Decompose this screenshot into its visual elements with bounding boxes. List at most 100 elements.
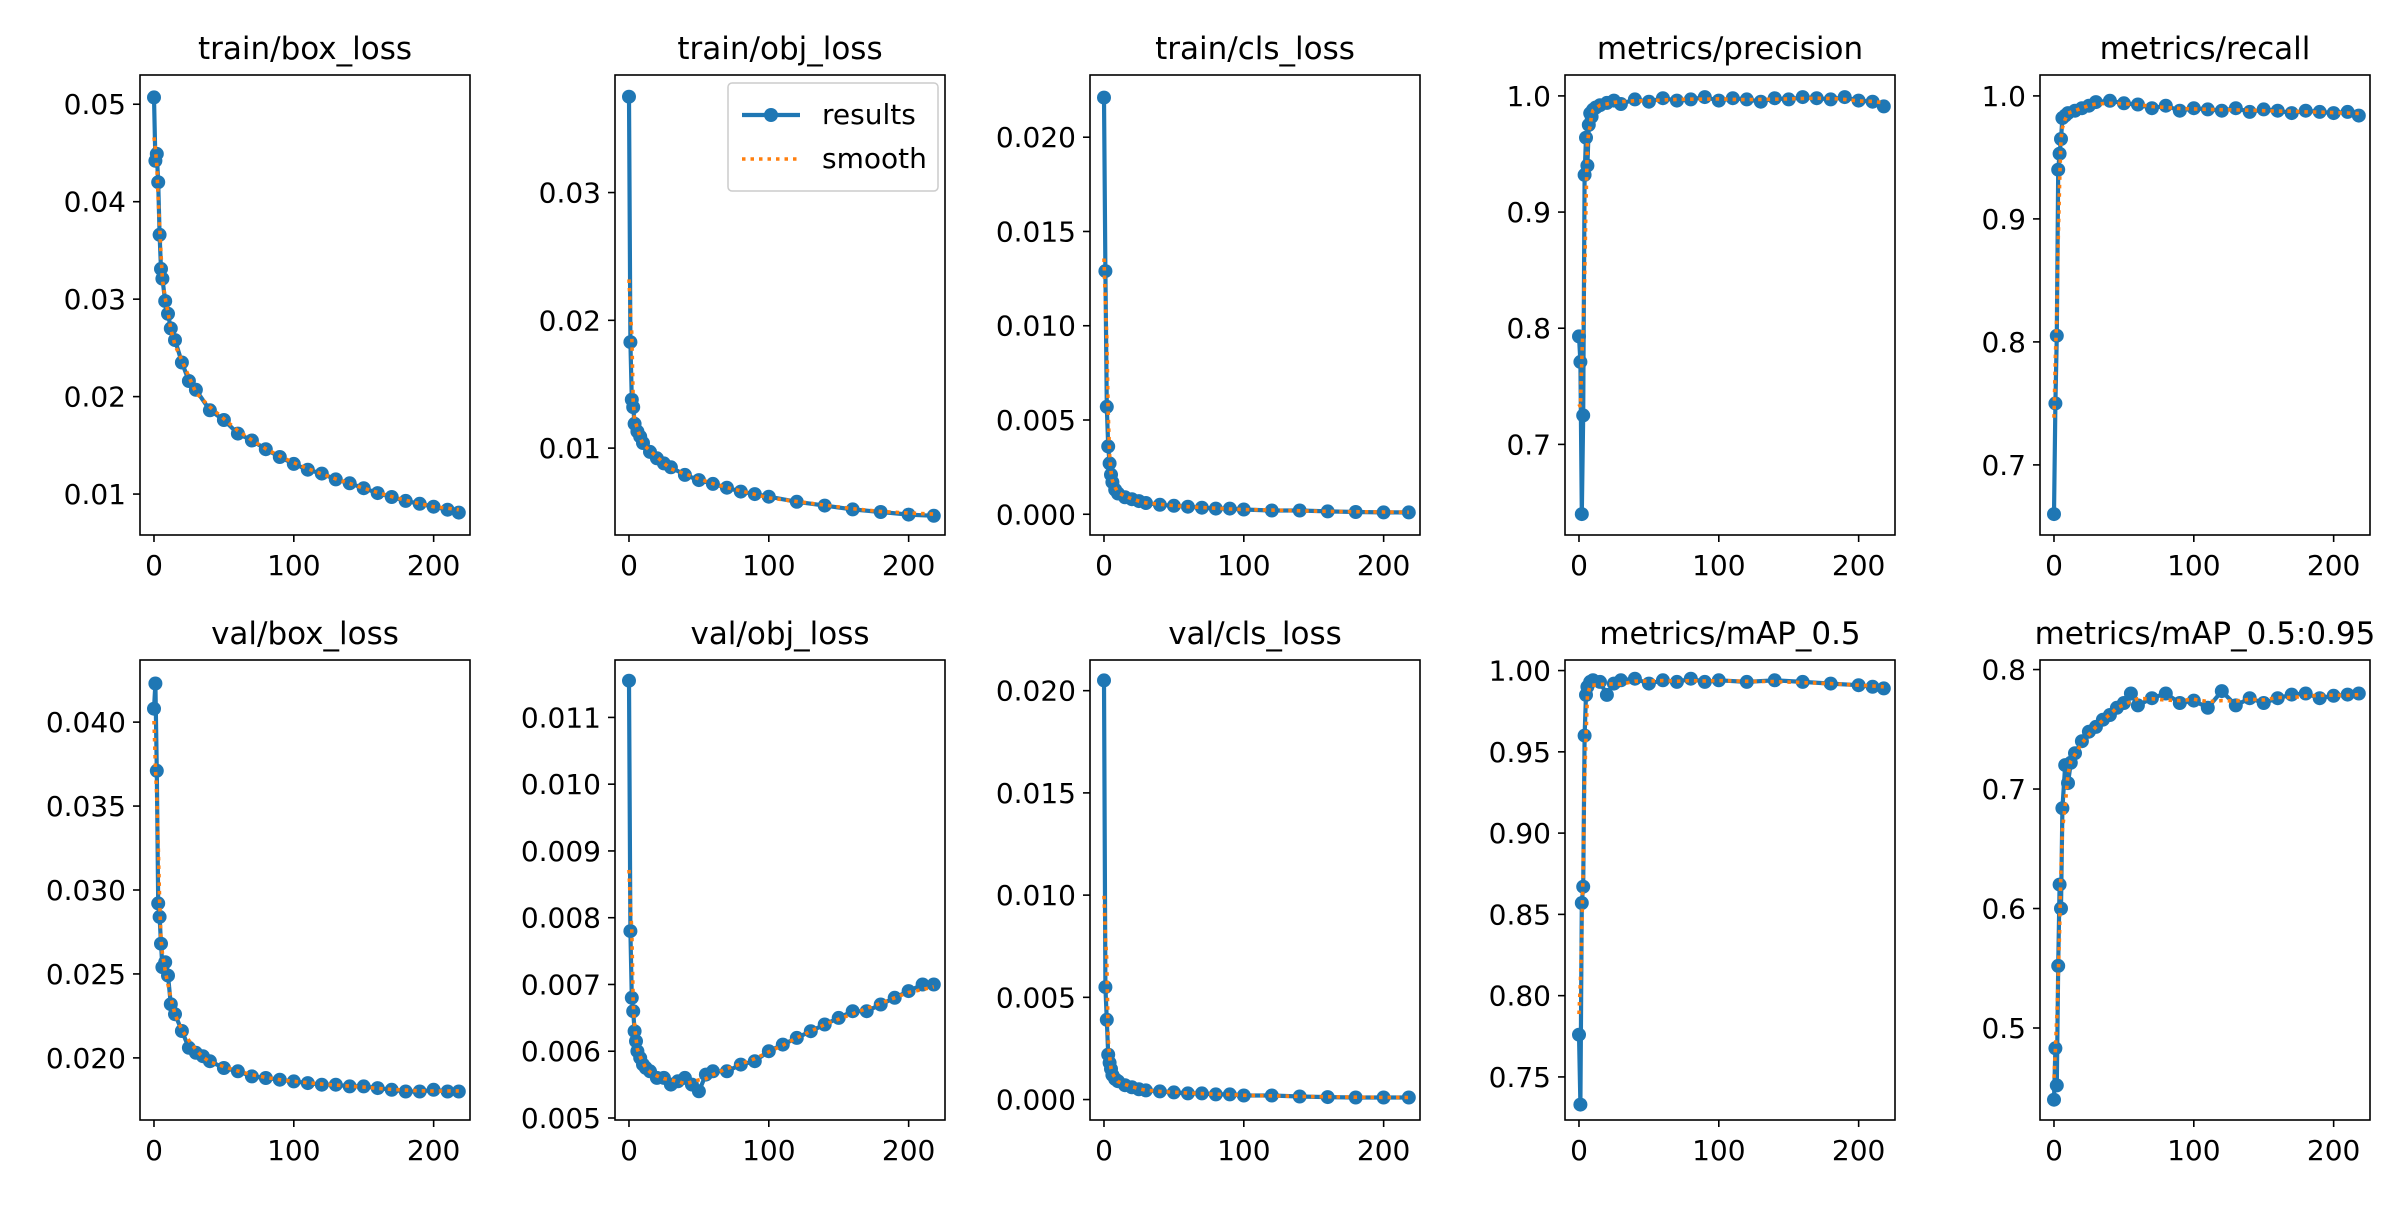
y-tick-label: 0.011 xyxy=(521,701,601,734)
panel-title: metrics/precision xyxy=(1597,31,1863,67)
results-point xyxy=(202,403,217,418)
results-point xyxy=(622,89,636,104)
results-point xyxy=(2052,877,2067,892)
results-point xyxy=(149,146,164,161)
panel-6: val/obj_loss 0.005 0.006 0.007 0.008 0.009 0.0… xyxy=(521,616,946,1167)
x-tick-label: 0 xyxy=(2045,1134,2063,1167)
x-tick-label: 100 xyxy=(742,549,795,582)
smooth-line xyxy=(627,869,935,1086)
results-point xyxy=(2326,688,2341,703)
results-point xyxy=(817,498,832,513)
plot-area xyxy=(2047,93,2366,522)
panel-title: val/box_loss xyxy=(211,616,399,652)
results-point xyxy=(398,493,413,508)
results-point xyxy=(733,484,748,499)
results-point xyxy=(370,1081,385,1096)
x-tick-label: 200 xyxy=(882,1134,935,1167)
y-tick-label: 0.005 xyxy=(996,404,1076,437)
results-point xyxy=(328,1077,343,1092)
results-point xyxy=(1739,92,1754,107)
results-point xyxy=(1669,674,1684,689)
y-tick-label: 0.03 xyxy=(64,283,126,316)
results-point xyxy=(1097,90,1111,105)
results-point xyxy=(148,676,163,691)
results-point xyxy=(1576,879,1591,894)
legend: results smooth xyxy=(727,82,939,192)
x-tick-label: 0 xyxy=(1095,549,1113,582)
x-tick-label: 200 xyxy=(2307,549,2360,582)
y-tick-label: 0.80 xyxy=(1489,980,1551,1013)
x-tick-label: 0 xyxy=(145,549,163,582)
results-point xyxy=(163,321,178,336)
results-point xyxy=(2088,95,2103,110)
results-point xyxy=(2214,684,2229,699)
y-tick-label: 0.015 xyxy=(996,777,1076,810)
results-point xyxy=(2054,901,2068,916)
results-point xyxy=(440,502,455,517)
axes-frame xyxy=(1564,659,1896,1121)
results-line xyxy=(2051,688,2360,1100)
panel-2: train/cls_loss 0.000 0.005 0.010 0.015 0.020 0… xyxy=(996,31,1421,582)
results-point xyxy=(1753,94,1768,109)
y-tick-label: 0.02 xyxy=(64,381,126,414)
panel-title: train/cls_loss xyxy=(1155,31,1355,67)
results-point xyxy=(1627,671,1642,686)
y-tick-label: 0.005 xyxy=(521,1102,601,1135)
results-point xyxy=(244,433,259,448)
results-point xyxy=(202,1054,217,1069)
y-tick-label: 0.5 xyxy=(1981,1012,2026,1045)
results-point xyxy=(342,1079,357,1094)
plot-area xyxy=(147,90,466,520)
results-point xyxy=(1180,1086,1195,1101)
results-point xyxy=(1574,507,1589,522)
x-tick-label: 100 xyxy=(1217,1134,1270,1167)
results-point xyxy=(1876,681,1891,696)
smooth-line xyxy=(1577,96,1885,408)
x-tick-label: 100 xyxy=(1692,549,1745,582)
results-point xyxy=(412,496,427,511)
y-tick-label: 0.007 xyxy=(521,968,601,1001)
results-point xyxy=(1236,502,1251,517)
results-point xyxy=(2049,328,2064,343)
results-point xyxy=(1098,264,1113,279)
x-tick-label: 100 xyxy=(1692,1134,1745,1167)
results-point xyxy=(761,489,776,504)
y-tick-label: 1.00 xyxy=(1489,655,1551,688)
results-point xyxy=(151,896,166,911)
panel-4: metrics/recall 0.7 0.8 0.9 1.0 0 100 200 xyxy=(1981,31,2371,582)
results-point xyxy=(1138,1083,1153,1098)
y-tick-label: 0.015 xyxy=(996,215,1076,248)
panel-title: train/box_loss xyxy=(198,31,412,67)
results-point xyxy=(1767,673,1782,688)
results-point xyxy=(2200,700,2215,715)
results-point xyxy=(2158,686,2173,701)
results-point xyxy=(286,1074,301,1089)
panel-1: train/obj_loss 0.01 0.02 0.03 0 100 200 results… xyxy=(539,31,946,582)
results-point xyxy=(2270,691,2285,706)
results-point xyxy=(1613,97,1628,111)
y-tick-label: 0.6 xyxy=(1981,893,2026,926)
results-point xyxy=(2242,691,2257,706)
y-tick-label: 0.95 xyxy=(1489,736,1551,769)
results-point xyxy=(230,426,245,441)
results-point xyxy=(1781,92,1796,107)
results-point xyxy=(2270,103,2285,118)
results-point xyxy=(1292,1089,1307,1104)
results-point xyxy=(2054,132,2068,146)
results-point xyxy=(149,763,164,778)
results-point xyxy=(1376,1090,1391,1105)
y-tick-label: 0.035 xyxy=(46,790,126,823)
y-tick-label: 0.05 xyxy=(64,88,126,121)
results-point xyxy=(1577,728,1592,743)
y-tick-label: 0.8 xyxy=(1981,654,2026,687)
results-point xyxy=(147,90,161,105)
y-tick-label: 0.020 xyxy=(996,121,1076,154)
y-tick-label: 0.85 xyxy=(1489,898,1551,931)
results-point xyxy=(2102,93,2117,108)
results-point xyxy=(1823,92,1838,107)
results-point xyxy=(1208,501,1223,516)
x-tick-label: 200 xyxy=(407,1134,460,1167)
x-tick-label: 100 xyxy=(2167,549,2220,582)
results-point xyxy=(1613,673,1628,688)
results-point xyxy=(2123,686,2138,701)
